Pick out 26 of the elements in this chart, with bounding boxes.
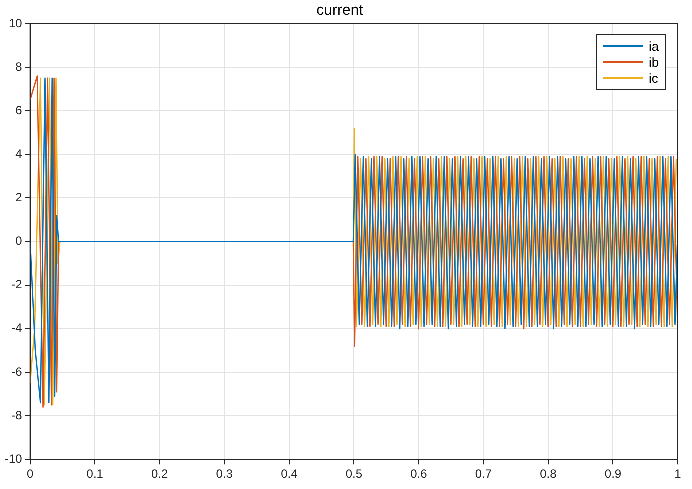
x-tick-label: 0.8	[540, 467, 558, 482]
x-tick-label: 0.6	[410, 467, 428, 482]
y-tick-label: 0	[16, 234, 23, 248]
x-tick-label: 0.2	[152, 467, 169, 482]
y-tick-label: 8	[16, 60, 23, 74]
y-tick-label: -8	[12, 408, 23, 422]
y-tick-label: -10	[5, 452, 23, 466]
y-tick-label: -2	[12, 278, 23, 292]
y-tick-label: 2	[16, 190, 23, 205]
y-tick-label: -6	[12, 364, 23, 379]
x-tick-label: 1	[674, 467, 682, 482]
x-tick-label: 0.9	[604, 467, 622, 482]
y-tick-label: -4	[12, 321, 23, 336]
y-tick-label: 6	[16, 103, 23, 118]
legend-label: ib	[649, 54, 660, 70]
legend-label: ic	[649, 70, 658, 86]
legend-label: ia	[649, 38, 660, 54]
x-tick-label: 0.1	[86, 467, 104, 482]
x-tick-label: 0	[27, 467, 34, 482]
x-tick-label: 0.5	[346, 467, 363, 482]
y-tick-label: 10	[8, 16, 23, 30]
y-tick-label: 4	[16, 146, 23, 161]
chart-title: current	[316, 2, 364, 20]
x-tick-label: 0.7	[475, 467, 492, 482]
x-tick-label: 0.3	[216, 467, 234, 482]
x-tick-label: 0.4	[281, 467, 298, 482]
